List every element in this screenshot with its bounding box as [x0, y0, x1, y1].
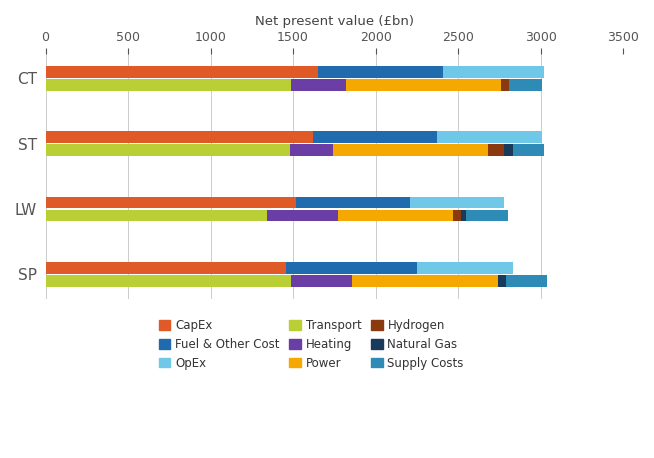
- Bar: [290, 144, 333, 156]
- Bar: [509, 79, 542, 91]
- Bar: [292, 275, 353, 287]
- Bar: [46, 66, 318, 77]
- Bar: [410, 196, 504, 208]
- Bar: [353, 275, 498, 287]
- Bar: [267, 210, 337, 221]
- Bar: [488, 144, 504, 156]
- Bar: [504, 144, 513, 156]
- Bar: [46, 196, 296, 208]
- Bar: [46, 144, 290, 156]
- Bar: [292, 79, 346, 91]
- Bar: [333, 144, 488, 156]
- Bar: [346, 79, 501, 91]
- Bar: [461, 210, 466, 221]
- Bar: [318, 66, 443, 77]
- Bar: [46, 131, 313, 143]
- Bar: [46, 210, 267, 221]
- Bar: [443, 66, 544, 77]
- Bar: [46, 262, 286, 274]
- Bar: [46, 275, 292, 287]
- Bar: [313, 131, 437, 143]
- Bar: [417, 262, 513, 274]
- Bar: [466, 210, 508, 221]
- Bar: [46, 79, 292, 91]
- Bar: [337, 210, 453, 221]
- Bar: [296, 196, 410, 208]
- Bar: [498, 275, 506, 287]
- Bar: [453, 210, 461, 221]
- Bar: [437, 131, 542, 143]
- Bar: [501, 79, 509, 91]
- Bar: [506, 275, 547, 287]
- Bar: [286, 262, 417, 274]
- Legend: CapEx, Fuel & Other Cost, OpEx, Transport, Heating, Power, Hydrogen, Natural Gas: CapEx, Fuel & Other Cost, OpEx, Transpor…: [154, 314, 468, 375]
- Bar: [513, 144, 544, 156]
- X-axis label: Net present value (£bn): Net present value (£bn): [255, 15, 414, 28]
